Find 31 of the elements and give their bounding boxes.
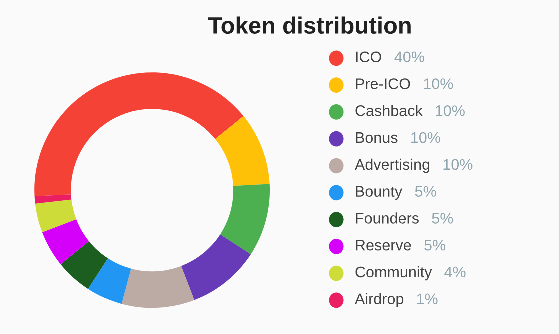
legend-label: Community [356,266,432,281]
data-label: 10% [412,132,440,144]
chart-title: Token distribution [208,16,411,34]
legend-label: ICO [356,52,382,63]
legend-label: Airdrop [354,293,404,308]
legend-label: Cashback [356,105,423,116]
donut-slice [34,194,72,204]
data-label: 5% [432,213,454,224]
legend-label: Founders [356,212,419,224]
donut-slice [181,234,252,300]
data-label: 4% [444,266,466,278]
donut-slice [60,241,108,290]
donut-slice [215,116,270,186]
donut-slice [42,219,90,264]
data-label: 1% [417,294,438,304]
legend-label: Reserve [356,240,412,251]
data-label: 5% [415,186,436,197]
legend-label: Bounty [356,186,402,200]
donut-slice [88,258,132,304]
donut-slice [220,184,270,254]
data-label: 5% [424,240,446,251]
donut-slice [35,200,77,233]
data-label: 10% [436,106,465,116]
data-label: 10% [424,78,454,90]
legend-label: Advertising [354,158,430,174]
data-label: 40% [394,52,424,63]
data-label: 10% [444,159,473,170]
donut-slice [122,266,195,308]
donut-slice [34,72,244,197]
legend-label: Pre-ICO [356,78,410,90]
legend-label: Bonus [356,132,398,144]
